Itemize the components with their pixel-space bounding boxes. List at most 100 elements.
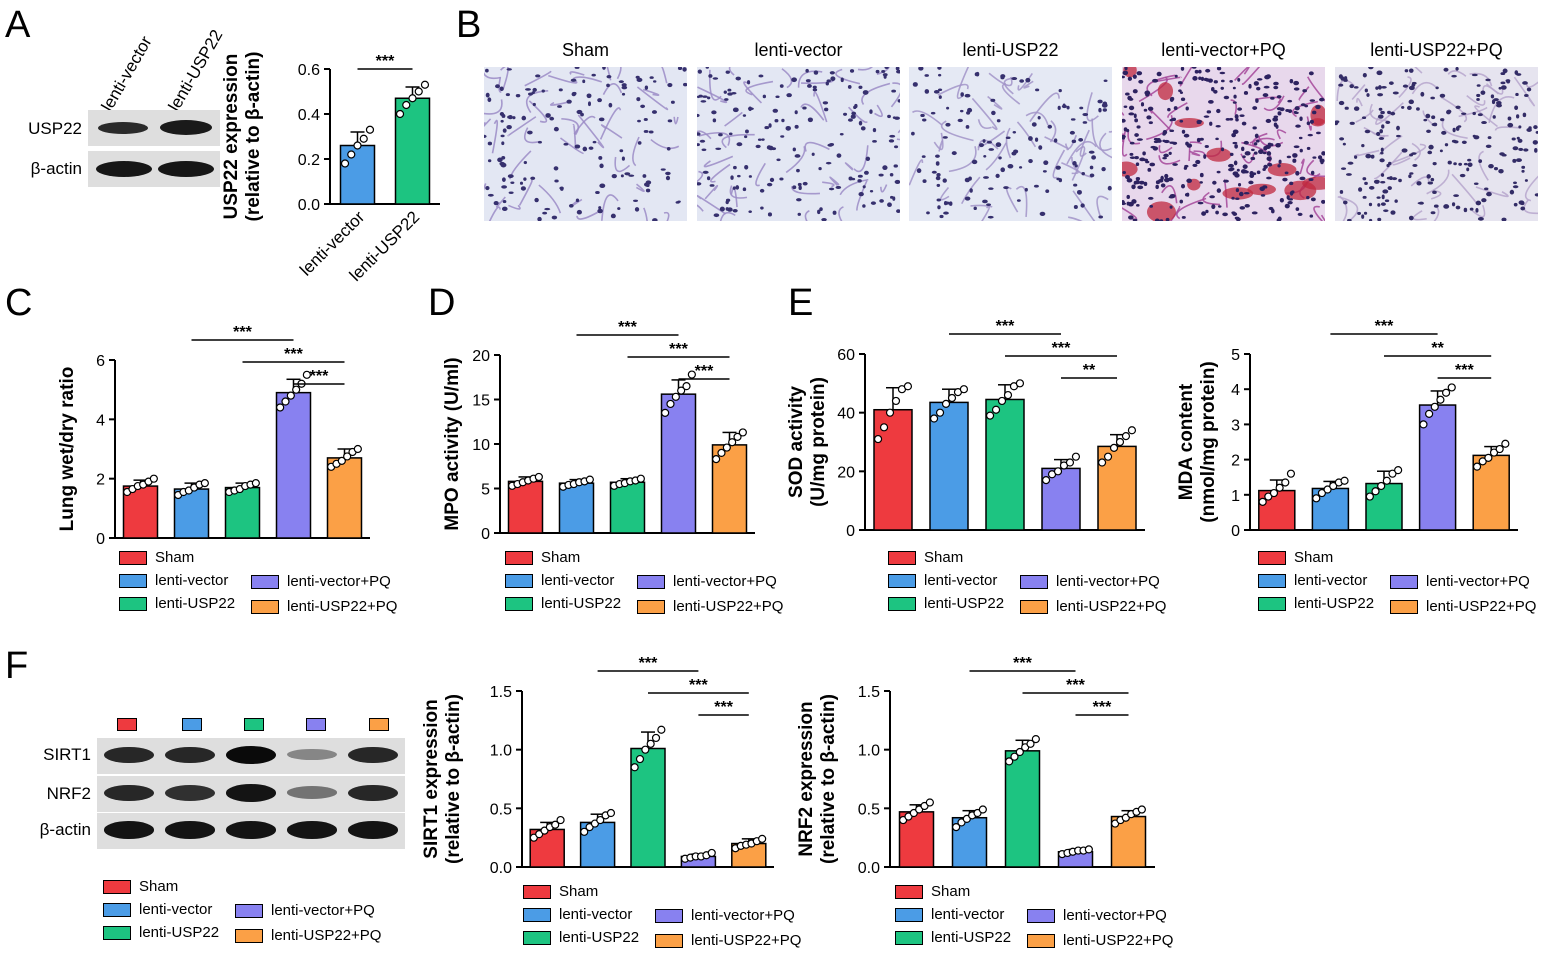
data-point	[941, 399, 951, 408]
cell-nucleus	[1186, 192, 1190, 197]
tissue-fiber	[524, 127, 539, 144]
data-point	[1323, 485, 1332, 494]
cell-nucleus	[1133, 113, 1137, 119]
tissue-fiber	[1523, 199, 1538, 215]
cell-nucleus	[706, 96, 711, 100]
cell-nucleus	[1205, 78, 1211, 82]
cell-nucleus	[598, 117, 605, 122]
cell-nucleus	[1532, 140, 1538, 145]
cell-nucleus	[1177, 81, 1183, 85]
tissue-fiber	[1249, 137, 1275, 144]
cell-nucleus	[995, 173, 1000, 179]
cell-nucleus	[1243, 140, 1249, 145]
legend-item: Sham	[895, 883, 970, 900]
cell-nucleus	[1205, 68, 1211, 73]
cell-nucleus	[1244, 151, 1251, 156]
data-point	[395, 109, 405, 119]
tissue-fiber	[1441, 119, 1468, 139]
cell-nucleus	[1459, 173, 1466, 178]
cell-nucleus	[1411, 152, 1417, 155]
cell-nucleus	[732, 107, 739, 113]
micro-title: Sham	[561, 40, 610, 60]
cell-nucleus	[1377, 114, 1384, 119]
tissue-fiber	[697, 170, 704, 183]
cell-nucleus	[574, 144, 581, 149]
cell-nucleus	[1389, 176, 1393, 181]
data-point	[929, 414, 939, 423]
cell-nucleus	[796, 168, 800, 173]
cell-nucleus	[1262, 93, 1269, 98]
cell-nucleus	[762, 94, 767, 99]
cell-nucleus	[570, 78, 577, 82]
cell-nucleus	[870, 201, 877, 205]
cell-nucleus	[1098, 107, 1102, 113]
data-point	[1127, 426, 1137, 435]
cell-nucleus	[1039, 211, 1046, 216]
data-point	[596, 815, 605, 825]
bar	[1365, 482, 1403, 531]
legend-swatch	[888, 574, 916, 589]
legend-swatch	[888, 551, 916, 566]
cell-nucleus	[1349, 84, 1355, 89]
y-axis-label: SOD activity	[786, 386, 807, 498]
cell-nucleus	[998, 156, 1002, 160]
data-point	[580, 827, 589, 836]
legend-item: lenti-USP22	[523, 929, 639, 946]
significance-label: ***	[1375, 318, 1394, 335]
tissue-fiber	[1241, 67, 1261, 86]
legend-item: Sham	[119, 549, 194, 566]
cell-nucleus	[508, 191, 514, 194]
cell-nucleus	[1387, 110, 1391, 115]
significance-label: ***	[714, 699, 733, 716]
legend-label: Sham	[924, 549, 964, 566]
data-point	[712, 455, 721, 464]
cell-nucleus	[1501, 217, 1507, 221]
cell-nucleus	[582, 146, 588, 152]
data-point	[302, 370, 311, 379]
cell-nucleus	[1127, 76, 1133, 81]
cell-nucleus	[1186, 178, 1193, 183]
cell-nucleus	[948, 201, 953, 206]
cell-nucleus	[862, 185, 866, 189]
cell-nucleus	[1380, 173, 1385, 177]
cell-nucleus	[1016, 199, 1021, 202]
cell-nucleus	[1294, 111, 1299, 115]
y-tick-label: 0.2	[298, 152, 320, 169]
cell-nucleus	[1376, 70, 1383, 76]
bar	[929, 401, 969, 531]
significance-label: **	[1431, 340, 1444, 357]
tissue-fiber	[704, 184, 719, 200]
cell-nucleus	[1236, 168, 1240, 172]
cell-nucleus	[1231, 196, 1235, 200]
cell-nucleus	[1433, 204, 1439, 208]
cell-nucleus	[1045, 189, 1050, 193]
cell-nucleus	[1520, 201, 1525, 206]
tissue-fiber	[1306, 159, 1325, 178]
tissue-fiber	[1223, 178, 1228, 208]
tissue-fiber	[804, 141, 830, 152]
cell-nucleus	[1373, 179, 1380, 184]
cell-nucleus	[1219, 71, 1226, 75]
y-tick-label: 0	[846, 523, 855, 540]
data-point	[353, 444, 362, 454]
cell-nucleus	[1287, 201, 1293, 205]
tissue-fiber	[835, 68, 861, 85]
cell-nucleus	[797, 212, 801, 216]
cell-nucleus	[1244, 203, 1250, 208]
data-point	[1115, 437, 1125, 447]
cell-nucleus	[986, 140, 993, 144]
cell-nucleus	[537, 216, 542, 221]
tissue-fiber	[755, 162, 766, 187]
cell-nucleus	[779, 177, 784, 181]
cell-nucleus	[1197, 201, 1204, 205]
cell-nucleus	[1232, 129, 1239, 135]
cell-nucleus	[973, 206, 977, 211]
cell-nucleus	[1136, 71, 1143, 76]
cell-nucleus	[532, 102, 536, 107]
cell-nucleus	[825, 161, 832, 165]
data-point	[149, 474, 158, 483]
cell-nucleus	[1277, 111, 1282, 116]
cell-nucleus	[1235, 188, 1240, 193]
cell-nucleus	[1232, 141, 1238, 145]
cell-nucleus	[967, 107, 973, 113]
